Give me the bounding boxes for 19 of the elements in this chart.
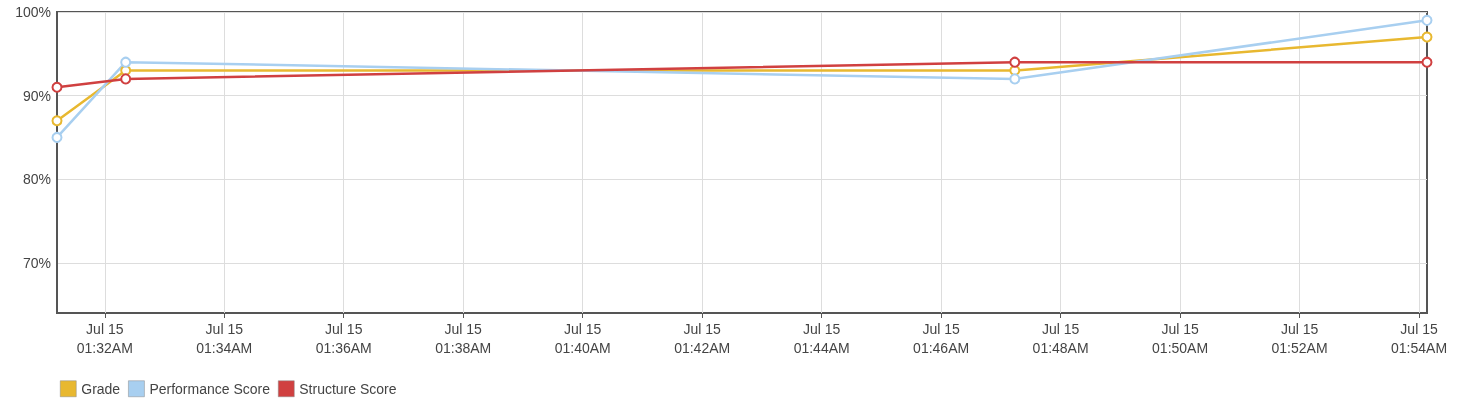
x-tick-label: Jul 15 01:46AM xyxy=(913,320,970,356)
x-tick-label: Jul 15 01:36AM xyxy=(315,320,372,356)
x-tick-label: Jul 15 01:42AM xyxy=(674,320,731,356)
y-tick-label: 100% xyxy=(15,4,51,20)
legend-label: Performance Score xyxy=(149,380,271,397)
x-tick-label: Jul 15 01:44AM xyxy=(793,320,850,356)
x-tick-label: Jul 15 01:34AM xyxy=(196,320,253,356)
x-tick-label: Jul 15 01:48AM xyxy=(1032,320,1089,356)
y-tick-label: 90% xyxy=(22,87,51,104)
x-tick-label: Jul 15 01:40AM xyxy=(554,320,611,356)
x-tick-label: Jul 15 01:52AM xyxy=(1271,320,1328,356)
x-tick-label: Jul 15 01:32AM xyxy=(76,320,133,356)
x-tick-label: Jul 15 01:54AM xyxy=(1391,320,1448,356)
y-tick-label: 80% xyxy=(22,171,51,188)
x-tick-label: Jul 15 01:38AM xyxy=(435,320,492,356)
x-tick-label: Jul 15 01:50AM xyxy=(1152,320,1209,356)
legend-label: Structure Score xyxy=(299,380,397,397)
legend-label: Grade xyxy=(81,380,121,397)
y-tick-label: 70% xyxy=(22,254,51,271)
